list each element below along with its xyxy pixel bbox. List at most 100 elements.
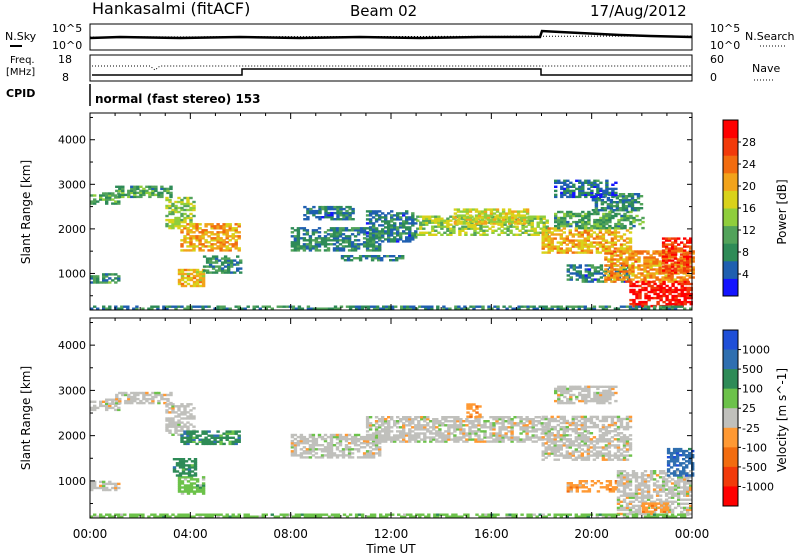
scatter-cell [557,181,561,184]
scatter-cell [635,280,639,284]
scatter-cell [186,198,190,202]
scatter-cell [166,397,170,401]
scatter-cell [431,225,435,228]
scatter-cell [210,233,214,236]
scatter-cell [577,456,581,459]
scatter-cell [102,480,106,484]
scatter-cell [571,233,575,236]
scatter-cell [446,227,450,230]
scatter-cell [536,223,540,226]
scatter-cell [616,268,620,271]
scatter-cell [186,425,190,428]
scatter-cell [533,227,537,230]
scatter-cell [619,237,624,240]
scatter-cell [492,428,496,431]
scatter-cell [369,305,374,308]
scatter-cell [388,305,392,308]
scatter-cell [689,257,693,260]
scatter-cell [586,454,591,457]
scatter-cell [108,482,112,486]
scatter-cell [653,288,657,292]
scatter-cell [189,482,194,485]
scatter-cell [465,222,470,225]
scatter-cell [368,220,373,223]
scatter-cell [201,276,206,280]
scatter-cell [596,183,600,186]
scatter-cell [569,266,573,269]
scatter-cell [338,227,343,230]
scatter-cell [600,203,605,206]
scatter-cell [560,220,564,224]
scatter-cell [402,226,406,229]
scatter-cell [311,446,316,449]
scatter-cell [635,214,639,218]
scatter-cell [111,398,115,401]
scatter-cell [547,235,551,238]
scatter-cell [193,466,198,469]
scatter-cell [592,454,597,457]
scatter-cell [537,438,541,441]
scatter-cell [341,249,346,252]
scatter-cell [177,282,182,286]
scatter-cell [607,452,612,455]
scatter-cell [422,217,426,220]
scatter-cell [589,425,594,429]
scatter-cell [429,438,433,441]
scatter-cell [640,268,644,271]
scatter-cell [171,425,175,428]
scatter-cell [171,411,175,414]
scatter-cell [456,220,461,223]
scatter-cell [474,420,478,423]
scatter-cell [544,243,548,246]
scatter-cell [438,430,442,433]
scatter-cell [607,458,612,461]
scatter-cell [519,422,523,425]
scatter-cell [480,424,484,427]
scatter-cell [378,450,382,453]
scatter-cell [598,428,603,431]
scatter-cell [111,202,115,205]
y-tick-label: 3000 [58,178,86,191]
scatter-cell [683,237,687,240]
scatter-cell [656,294,660,298]
scatter-cell [590,272,595,275]
scatter-cell [607,276,611,279]
scatter-cell [184,468,189,471]
scatter-cell [686,292,690,296]
scatter-cell [504,420,508,423]
scatter-cell [378,218,382,221]
scatter-cell [223,259,228,262]
scatter-cell [332,229,337,232]
scatter-cell [454,307,458,310]
scatter-cell [374,432,379,435]
scatter-cell [449,231,453,234]
scatter-cell [677,259,681,262]
scatter-cell [411,218,415,221]
scatter-cell [189,305,193,308]
scatter-cell [378,438,382,441]
scatter-cell [667,259,672,262]
scatter-cell [171,423,175,426]
freq-left-label-1: Freq. [10,55,35,66]
scatter-cell [633,209,638,212]
scatter-cell [105,488,109,492]
scatter-cell [586,229,591,232]
scatter-cell [683,288,687,292]
scatter-cell [311,437,316,441]
scatter-cell [171,222,175,226]
scatter-cell [192,235,196,238]
scatter-cell [157,391,161,395]
scatter-cell [447,426,451,429]
scatter-cell [606,197,611,200]
scatter-cell [550,249,554,252]
scatter-cell [504,216,509,219]
scatter-cell [171,210,175,214]
scatter-cell [151,193,155,197]
scatter-cell [201,270,206,274]
scatter-cell [231,233,235,236]
scatter-cell [566,270,570,273]
scatter-cell [498,214,503,217]
scatter-cell [338,243,343,246]
scatter-cell [348,205,352,209]
scatter-cell [195,227,199,230]
